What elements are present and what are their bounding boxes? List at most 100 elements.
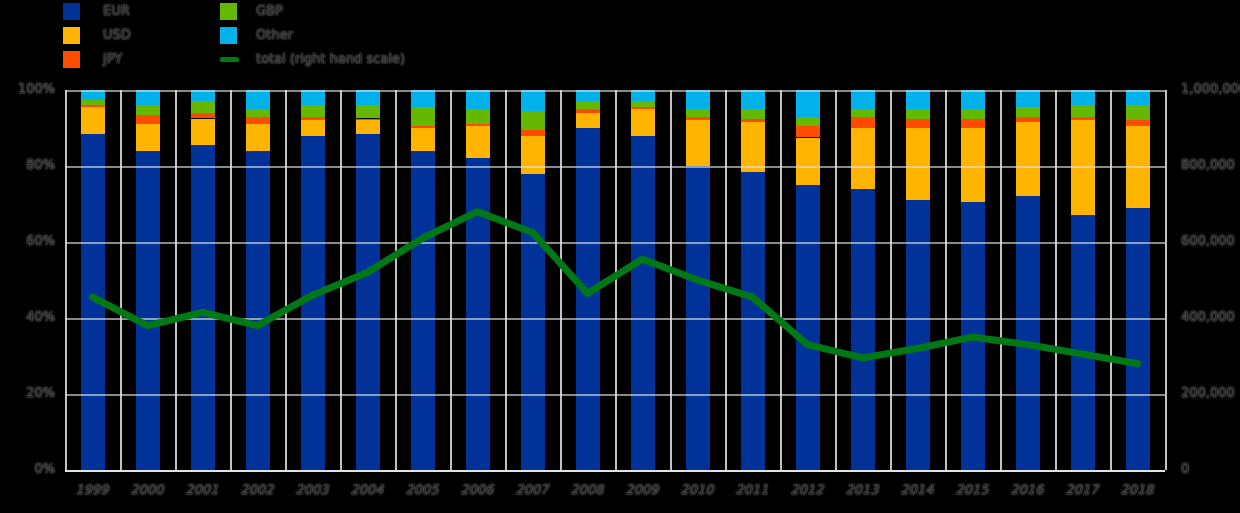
x-axis-tick-2001: 2001 [185, 483, 220, 498]
x-axis-tick-2005: 2005 [405, 483, 440, 498]
x-axis-tick-2009: 2009 [625, 483, 660, 498]
bar-segment-2007-gbp [520, 110, 545, 130]
vertical-gridline [1055, 90, 1057, 470]
left-axis-tick: 0% [34, 462, 55, 477]
vertical-gridline [505, 90, 507, 470]
legend-swatch-gbp [220, 3, 237, 20]
bar-segment-2004-jpy [355, 118, 380, 121]
bar-segment-2017-gbp [1070, 105, 1095, 117]
vertical-gridline [945, 90, 947, 470]
bar-segment-2002-usd [245, 124, 270, 151]
bar-segment-2006-jpy [465, 124, 490, 127]
bar-segment-2000-jpy [135, 114, 160, 125]
bar-segment-2014-eur [905, 200, 930, 470]
bar-segment-2009-other [630, 90, 655, 102]
bar-segment-2012-usd [795, 137, 820, 185]
bar-segment-2010-other [685, 90, 710, 109]
bar-segment-2007-jpy [520, 129, 545, 136]
total-line [89, 208, 1141, 368]
right-axis-tick: 600,000 [1181, 234, 1235, 249]
bar-segment-1999-usd [80, 107, 105, 134]
right-axis-tick: 200,000 [1181, 386, 1235, 401]
left-axis-tick: 20% [26, 386, 55, 401]
bar-segment-2009-usd [630, 109, 655, 136]
bar-segment-2000-eur [135, 150, 160, 470]
legend-label-jpy: JPY [103, 52, 123, 67]
right-axis-tick: 1,000,000 [1181, 82, 1240, 97]
horizontal-gridline [65, 394, 1165, 396]
x-axis-tick-2010: 2010 [680, 483, 715, 498]
bar-segment-2018-other [1125, 90, 1150, 106]
bar-segment-2007-other [520, 90, 545, 111]
x-axis-tick-2011: 2011 [735, 483, 770, 498]
legend-label-other: Other [256, 28, 293, 43]
x-axis-tick-2007: 2007 [515, 483, 550, 498]
bar-segment-1999-jpy [80, 105, 105, 108]
bar-segment-2001-other [190, 90, 215, 102]
bar-segment-2011-usd [740, 122, 765, 172]
vertical-gridline [835, 90, 837, 470]
bar-segment-2018-gbp [1125, 105, 1150, 121]
vertical-gridline [1165, 90, 1167, 470]
vertical-gridline [175, 90, 177, 470]
bar-segment-2016-usd [1015, 122, 1040, 197]
x-axis-tick-2003: 2003 [295, 483, 330, 498]
bar-segment-2010-gbp [685, 109, 710, 117]
x-axis-tick-1999: 1999 [75, 483, 110, 498]
legend-line-swatch-total-right-hand-scale- [220, 57, 239, 62]
vertical-gridline [1000, 90, 1002, 470]
left-axis-tick: 100% [17, 82, 55, 97]
bar-segment-2002-eur [245, 150, 270, 470]
bar-segment-2004-eur [355, 133, 380, 470]
vertical-gridline [780, 90, 782, 470]
vertical-gridline [670, 90, 672, 470]
bar-segment-2007-eur [520, 173, 545, 470]
bar-segment-2008-usd [575, 112, 600, 128]
right-axis-tick: 800,000 [1181, 158, 1235, 173]
bar-segment-2018-eur [1125, 207, 1150, 470]
legend-label-total-right-hand-scale-: total (right hand scale) [256, 52, 406, 67]
bar-segment-2016-gbp [1015, 107, 1040, 117]
bar-segment-2012-jpy [795, 126, 820, 138]
legend-label-gbp: GBP [256, 4, 283, 19]
x-axis-tick-2008: 2008 [570, 483, 605, 498]
bar-segment-2008-other [575, 90, 600, 102]
bar-segment-2001-eur [190, 145, 215, 470]
bar-segment-2012-gbp [795, 116, 820, 127]
bar-segment-2018-jpy [1125, 120, 1150, 127]
bar-segment-2015-usd [960, 128, 985, 203]
bar-segment-2003-gbp [300, 105, 325, 117]
x-axis-tick-2018: 2018 [1120, 483, 1155, 498]
vertical-gridline [230, 90, 232, 470]
bar-segment-2017-usd [1070, 120, 1095, 216]
bar-segment-2015-gbp [960, 109, 985, 119]
bar-segment-2004-other [355, 90, 380, 106]
bar-segment-2016-other [1015, 90, 1040, 108]
bar-segment-2014-gbp [905, 109, 930, 119]
x-axis-tick-2015: 2015 [955, 483, 990, 498]
vertical-gridline [285, 90, 287, 470]
bar-segment-2017-jpy [1070, 116, 1095, 121]
vertical-gridline [615, 90, 617, 470]
vertical-gridline [120, 90, 122, 470]
bar-segment-2015-jpy [960, 118, 985, 128]
bar-segment-2008-gbp [575, 101, 600, 109]
bar-segment-2013-jpy [850, 116, 875, 128]
bar-segment-2001-usd [190, 118, 215, 146]
x-axis-tick-2013: 2013 [845, 483, 880, 498]
x-axis-tick-2017: 2017 [1065, 483, 1100, 498]
right-axis-tick: 0 [1181, 462, 1190, 477]
x-axis-line [65, 470, 1165, 472]
bar-segment-2003-other [300, 90, 325, 106]
bar-segment-2011-eur [740, 171, 765, 470]
bar-segment-2017-other [1070, 90, 1095, 106]
x-axis-tick-2004: 2004 [350, 483, 385, 498]
bar-segment-2000-other [135, 90, 160, 106]
legend-swatch-jpy [63, 51, 80, 68]
bar-segment-2003-jpy [300, 116, 325, 121]
bar-segment-2011-jpy [740, 118, 765, 123]
bar-segment-2010-jpy [685, 116, 710, 121]
bar-segment-2009-eur [630, 135, 655, 470]
vertical-gridline [65, 90, 67, 470]
